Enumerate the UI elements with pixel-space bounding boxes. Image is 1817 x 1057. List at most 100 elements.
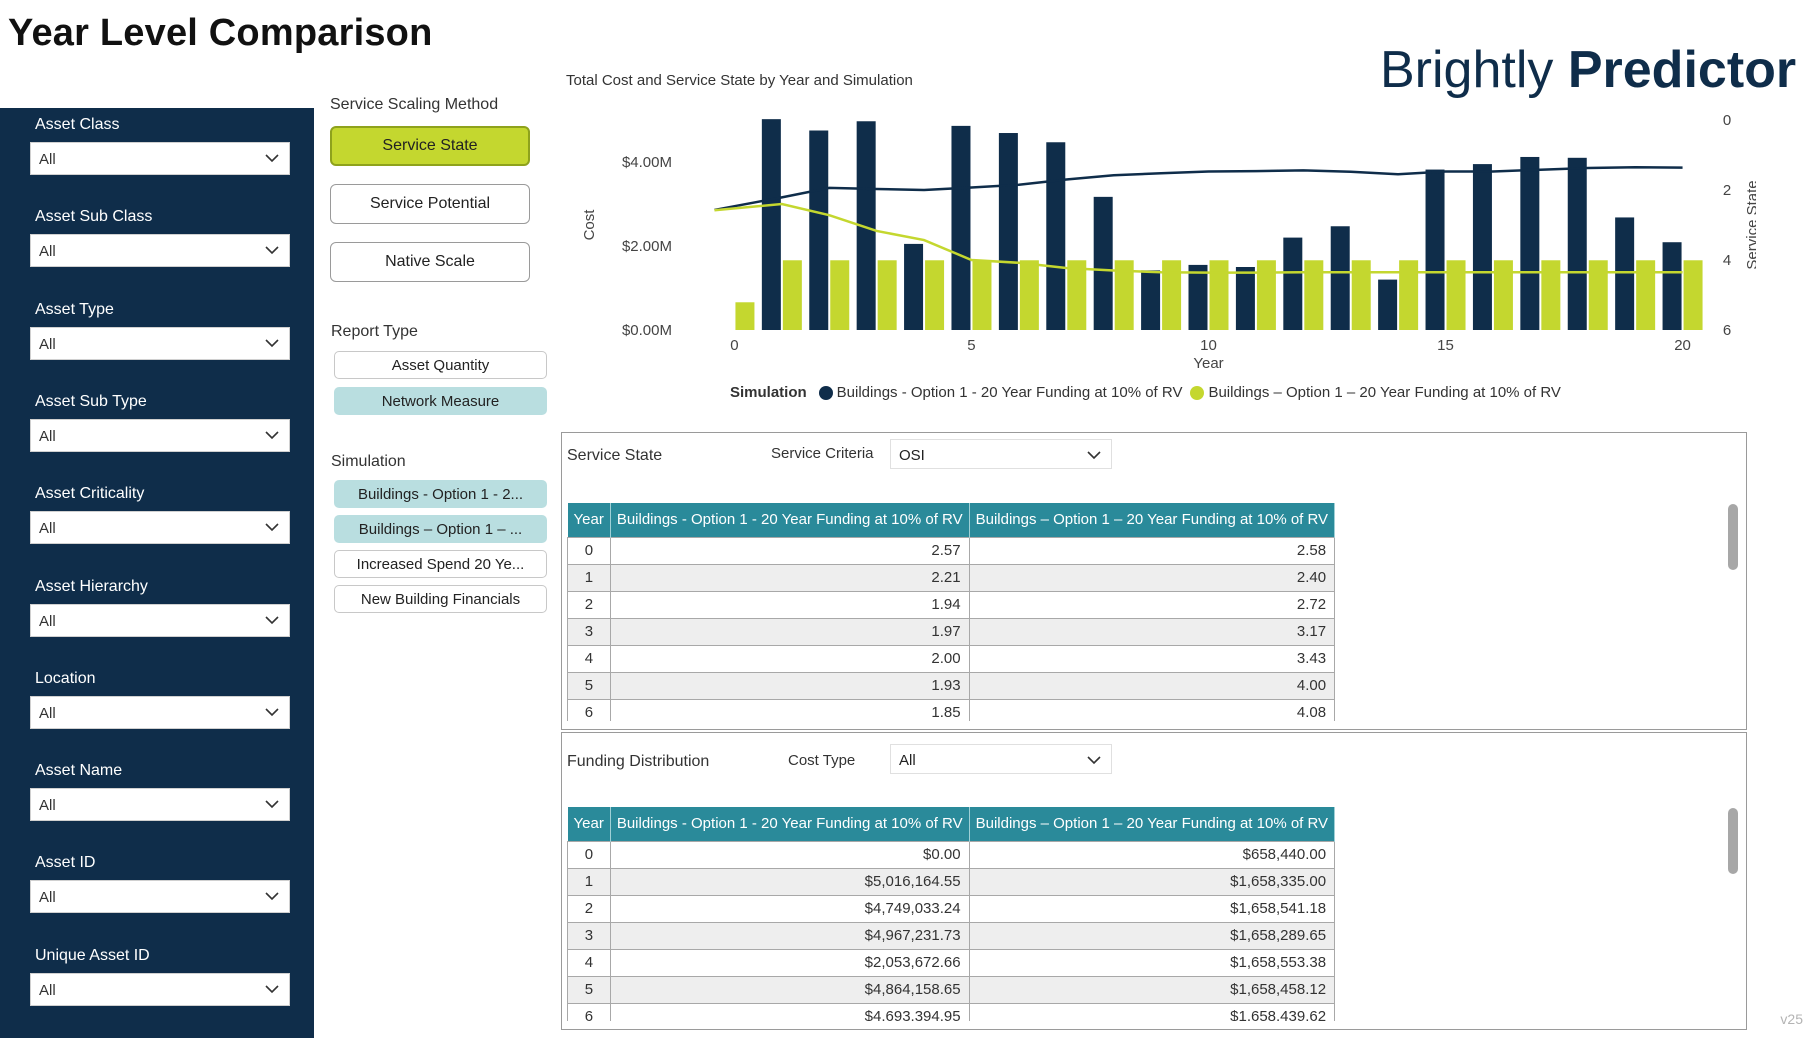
bar-series2-year-0[interactable]: [735, 302, 755, 330]
bar-series2-year-7[interactable]: [1067, 260, 1087, 330]
cost-type-dropdown[interactable]: All: [890, 744, 1112, 774]
legend-item-series1[interactable]: Buildings - Option 1 - 20 Year Funding a…: [818, 384, 1182, 401]
bar-series1-year-20[interactable]: [1662, 242, 1682, 330]
bar-series2-year-5[interactable]: [972, 260, 992, 330]
service-table-scrollbar[interactable]: [1728, 504, 1738, 570]
column-header[interactable]: Year: [567, 807, 611, 841]
service-line-series1[interactable]: [714, 165, 1683, 212]
bar-series2-year-20[interactable]: [1683, 260, 1703, 330]
filter-label: Asset Criticality: [35, 485, 145, 503]
bar-series1-year-2[interactable]: [809, 130, 829, 331]
service-state-panel: Service State Service Criteria OSI Year B…: [561, 432, 1747, 730]
bar-series1-year-5[interactable]: [951, 125, 971, 330]
column-header[interactable]: Buildings - Option 1 - 20 Year Funding a…: [610, 503, 970, 537]
service-line-series2[interactable]: [714, 202, 1683, 274]
location-dropdown[interactable]: All: [30, 695, 290, 729]
bar-series1-year-19[interactable]: [1615, 217, 1635, 330]
service-criteria-dropdown[interactable]: OSI: [890, 439, 1112, 469]
simulation-button-0[interactable]: Buildings - Option 1 - 2...: [334, 480, 547, 508]
scaling-native-scale-button[interactable]: Native Scale: [330, 242, 530, 282]
simulation-button-1[interactable]: Buildings – Option 1 – ...: [334, 515, 547, 543]
asset-hierarchy-dropdown[interactable]: All: [30, 603, 290, 637]
bar-series2-year-14[interactable]: [1399, 260, 1419, 330]
bar-series1-year-16[interactable]: [1472, 164, 1492, 330]
bar-series1-year-12[interactable]: [1283, 237, 1303, 330]
bar-series2-year-11[interactable]: [1256, 260, 1276, 330]
bar-series2-year-18[interactable]: [1588, 260, 1608, 330]
column-header[interactable]: Buildings - Option 1 - 20 Year Funding a…: [610, 807, 970, 841]
filter-label: Asset ID: [35, 854, 96, 872]
bar-series1-year-13[interactable]: [1330, 226, 1350, 330]
value-cell: 3.17: [968, 617, 1336, 646]
value-cell: 2.40: [968, 563, 1336, 592]
report-asset-quantity-button[interactable]: Asset Quantity: [334, 351, 547, 379]
bar-series1-year-8[interactable]: [1093, 196, 1113, 330]
bar-series1-year-3[interactable]: [856, 121, 876, 330]
asset-id-dropdown[interactable]: All: [30, 880, 290, 914]
bar-series2-year-17[interactable]: [1541, 260, 1561, 330]
value-cell: $4,864,158.65: [609, 975, 970, 1004]
value-cell: 2.00: [609, 644, 970, 673]
bar-series2-year-19[interactable]: [1636, 260, 1656, 330]
bar-series2-year-3[interactable]: [877, 260, 897, 330]
value-cell: 1.85: [609, 698, 970, 721]
legend-item-series2[interactable]: Buildings – Option 1 – 20 Year Funding a…: [1190, 384, 1561, 401]
table-row: 2 1.94 2.72: [567, 590, 1336, 619]
simulation-button-3[interactable]: New Building Financials: [334, 585, 547, 613]
chevron-down-icon: [265, 985, 279, 993]
column-header[interactable]: Buildings – Option 1 – 20 Year Funding a…: [969, 503, 1336, 537]
bar-series1-year-7[interactable]: [1046, 142, 1066, 330]
bar-series2-year-16[interactable]: [1493, 260, 1513, 330]
bar-series2-year-6[interactable]: [1019, 260, 1039, 330]
funding-distribution-panel: Funding Distribution Cost Type All Year B…: [561, 732, 1747, 1030]
brightly-predictor-logo: Brightly Predictor: [1380, 40, 1796, 100]
bar-series1-year-9[interactable]: [1141, 270, 1161, 330]
year-cell: 5: [567, 975, 611, 1004]
scaling-service-potential-button[interactable]: Service Potential: [330, 184, 530, 224]
unique-asset-id-dropdown[interactable]: All: [30, 972, 290, 1006]
bar-series2-year-4[interactable]: [925, 260, 945, 330]
bar-series2-year-12[interactable]: [1304, 260, 1324, 330]
chevron-down-icon: [265, 154, 279, 163]
bar-series2-year-10[interactable]: [1209, 260, 1229, 330]
y2-tick-label: 2: [1723, 182, 1731, 199]
y2-tick-label: 4: [1723, 252, 1731, 269]
y-tick-label: $2.00M: [622, 238, 672, 255]
filter-label: Location: [35, 669, 96, 687]
funding-table-scrollbar[interactable]: [1728, 808, 1738, 874]
asset-class-dropdown[interactable]: All: [30, 142, 290, 175]
funding-distribution-title: Funding Distribution: [567, 753, 710, 770]
column-header[interactable]: Buildings – Option 1 – 20 Year Funding a…: [969, 807, 1336, 841]
asset-criticality-dropdown[interactable]: All: [30, 511, 290, 545]
bar-series1-year-1[interactable]: [761, 119, 781, 330]
column-header[interactable]: Year: [567, 503, 611, 537]
bar-series1-year-10[interactable]: [1188, 264, 1208, 330]
service-table-container[interactable]: Year Buildings - Option 1 - 20 Year Fundi…: [567, 503, 1367, 721]
bar-series2-year-8[interactable]: [1114, 260, 1134, 330]
asset-type-dropdown[interactable]: All: [30, 326, 290, 360]
bar-series2-year-15[interactable]: [1446, 260, 1466, 330]
bar-series1-year-18[interactable]: [1567, 157, 1587, 330]
table-row: 6 $4,693,394.95 $1,658,439.62: [567, 1002, 1336, 1021]
asset-sub-class-dropdown[interactable]: All: [30, 234, 290, 268]
bar-series2-year-13[interactable]: [1351, 260, 1371, 330]
asset-sub-type-dropdown[interactable]: All: [30, 418, 290, 452]
bar-series1-year-15[interactable]: [1425, 169, 1445, 330]
bar-series1-year-17[interactable]: [1520, 156, 1540, 330]
bar-series1-year-4[interactable]: [904, 243, 924, 330]
scaling-service-state-button[interactable]: Service State: [330, 126, 530, 166]
bar-series2-year-1[interactable]: [782, 260, 802, 330]
report-network-measure-button[interactable]: Network Measure: [334, 387, 547, 415]
bar-series2-year-2[interactable]: [830, 260, 850, 330]
bar-series1-year-11[interactable]: [1235, 267, 1255, 330]
year-cell: 1: [567, 867, 611, 896]
bar-series1-year-14[interactable]: [1378, 279, 1398, 330]
simulation-button-2[interactable]: Increased Spend 20 Ye...: [334, 550, 547, 578]
table-row: 3 $4,967,231.73 $1,658,289.65: [567, 921, 1336, 950]
bar-series2-year-9[interactable]: [1162, 260, 1182, 330]
asset-name-dropdown[interactable]: All: [30, 788, 290, 822]
funding-table-container[interactable]: Year Buildings - Option 1 - 20 Year Fundi…: [567, 807, 1367, 1021]
x-tick-label: 10: [1200, 337, 1217, 354]
dropdown-value: All: [39, 797, 56, 815]
bar-series1-year-6[interactable]: [998, 133, 1018, 330]
